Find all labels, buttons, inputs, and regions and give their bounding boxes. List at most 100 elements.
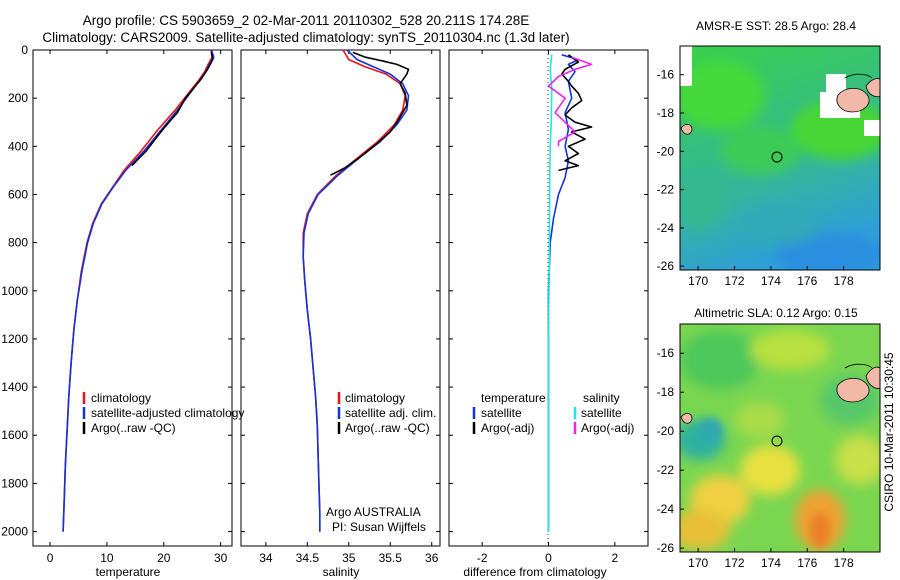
salinity-series (302, 49, 410, 532)
x-tick-label: 2 (611, 551, 618, 565)
temperature-legend: climatology satellite-adjusted climatolo… (82, 391, 244, 435)
series-line-satellite-adjusted-climatology (62, 49, 215, 532)
map-y-tick-label: -24 (657, 502, 675, 516)
sst-map-panel: AMSR-E SST: 28.5 Argo: 28.4 170 172 174 176… (657, 19, 881, 288)
map-x-tick-label: 172 (725, 556, 745, 570)
legend-label-climatology: climatology (345, 391, 405, 405)
map-x-tick-label: 174 (761, 556, 781, 570)
y-tick-label: 400 (8, 139, 28, 153)
series-line-argo-raw-qc (330, 51, 410, 176)
map-y-tick-label: -18 (657, 106, 675, 120)
map-y-tick-label: -26 (657, 259, 675, 273)
sla-float-marker (771, 435, 783, 447)
temperature-x-axis: 0 10 20 30 (47, 50, 228, 565)
sla-map-panel: Altimetric SLA: 0.12 Argo: 0.15 (657, 306, 881, 570)
temperature-xlabel: temperature (96, 565, 161, 579)
side-timestamp-label: CSIRO 10-Mar-2011 10:30:45 (882, 352, 896, 512)
series-line-climatology (62, 49, 213, 532)
sst-map-frame (679, 45, 881, 271)
figure-title-line1: Argo profile: CS 5903659_2 02-Mar-2011 2… (83, 13, 530, 28)
y-tick-label: 600 (8, 187, 28, 201)
y-tick-label: 1600 (1, 428, 28, 442)
difference-xlabel: difference from climatology (463, 565, 606, 579)
y-tick-label: 1800 (1, 476, 28, 490)
x-tick-label: 34.5 (296, 551, 320, 565)
x-tick-label: 30 (214, 551, 228, 565)
y-tick-label: 1400 (1, 380, 28, 394)
map-y-tick-label: -20 (657, 424, 675, 438)
salinity-panel: 34 34.5 35 35.5 36 salinity climatology sate… (240, 49, 441, 579)
series-line-salinity-satellite (547, 54, 553, 532)
map-x-tick-label: 172 (725, 274, 745, 288)
temperature-series (62, 49, 215, 532)
legend-label-sal-argo: Argo(-adj) (581, 421, 634, 435)
difference-legend: temperature salinity satellite Argo(-adj… (472, 391, 634, 435)
legend-label-argo: Argo(..raw -QC) (91, 421, 176, 435)
difference-x-axis: -2 0 2 (449, 49, 648, 565)
map-x-tick-label: 170 (688, 556, 708, 570)
y-tick-label: 0 (21, 43, 28, 57)
annotation-argo-australia: Argo AUSTRALIA (326, 505, 421, 519)
map-x-tick-label: 170 (688, 274, 708, 288)
salinity-legend: climatology satellite adj. clim. Argo(..… (337, 391, 436, 435)
difference-panel: -2 0 2 difference from climatology tempera… (448, 49, 649, 579)
x-tick-label: 20 (157, 551, 171, 565)
sst-map-axes: 170 172 174 176 178 -16 -18 -20 -22 -24 -26 (657, 68, 854, 288)
map-x-tick-label: 176 (797, 556, 817, 570)
x-tick-label: 10 (100, 551, 114, 565)
difference-series (547, 54, 593, 532)
sst-map-field (680, 46, 880, 270)
map-y-tick-label: -18 (657, 385, 675, 399)
map-y-tick-label: -20 (657, 144, 675, 158)
series-line-temperature-argo-adj (558, 54, 593, 172)
y-tick-label: 200 (8, 91, 28, 105)
x-tick-label: 34 (259, 551, 273, 565)
sla-map-field (680, 324, 880, 552)
map-x-tick-label: 176 (797, 274, 817, 288)
legend-label-climatology: climatology (91, 391, 151, 405)
x-tick-label: 35 (342, 551, 356, 565)
salinity-axes-box (240, 49, 441, 547)
y-tick-label: 1000 (1, 284, 28, 298)
temperature-axes-box (32, 49, 233, 547)
legend-label-satellite-adjusted: satellite-adjusted climatology (91, 406, 244, 420)
legend-label-argo: Argo(..raw -QC) (345, 421, 430, 435)
sla-map-axes: 170 172 174 176 178 -16 -18 -20 -22 -24 -26 (657, 346, 854, 570)
legend-title-temperature: temperature (481, 391, 546, 405)
y-tick-label: 1200 (1, 332, 28, 346)
sla-map-title: Altimetric SLA: 0.12 Argo: 0.15 (694, 306, 858, 320)
y-tick-label: 800 (8, 236, 28, 250)
map-y-tick-label: -26 (657, 541, 675, 555)
x-tick-label: -2 (477, 551, 488, 565)
figure-title-line2: Climatology: CARS2009. Satellite-adjuste… (42, 30, 569, 45)
map-x-tick-label: 174 (761, 274, 781, 288)
map-y-tick-label: -16 (657, 346, 675, 360)
series-line-temperature-satellite (547, 54, 580, 532)
x-tick-label: 36 (425, 551, 439, 565)
x-tick-label: 35.5 (379, 551, 403, 565)
temperature-panel: 0 200 400 600 800 1000 1200 1400 1600 1800 2000 0 1… (1, 43, 244, 579)
map-y-tick-label: -22 (657, 463, 675, 477)
legend-label-temp-argo: Argo(-adj) (481, 421, 534, 435)
legend-label-sal-satellite: satellite (581, 406, 622, 420)
map-y-tick-label: -24 (657, 221, 675, 235)
x-tick-label: 0 (47, 551, 54, 565)
sst-float-marker (771, 151, 783, 163)
series-line-argo-raw-qc (131, 52, 214, 167)
sst-map-title: AMSR-E SST: 28.5 Argo: 28.4 (696, 19, 856, 33)
annotation-pi: PI: Susan Wijffels (332, 520, 426, 534)
depth-axis: 0 200 400 600 800 1000 1200 1400 1600 1800 2000 (1, 43, 232, 539)
salinity-xlabel: salinity (323, 565, 360, 579)
x-tick-label: 0 (545, 551, 552, 565)
series-line-salinity-argo-adj (547, 56, 593, 147)
map-x-tick-label: 178 (834, 274, 854, 288)
sla-map-frame (679, 323, 881, 553)
map-x-tick-label: 178 (834, 556, 854, 570)
map-y-tick-label: -16 (657, 68, 675, 82)
y-tick-label: 2000 (1, 525, 28, 539)
map-y-tick-label: -22 (657, 183, 675, 197)
legend-label-temp-satellite: satellite (481, 406, 522, 420)
legend-title-salinity: salinity (583, 391, 620, 405)
salinity-x-axis: 34 34.5 35 35.5 36 (241, 49, 440, 565)
